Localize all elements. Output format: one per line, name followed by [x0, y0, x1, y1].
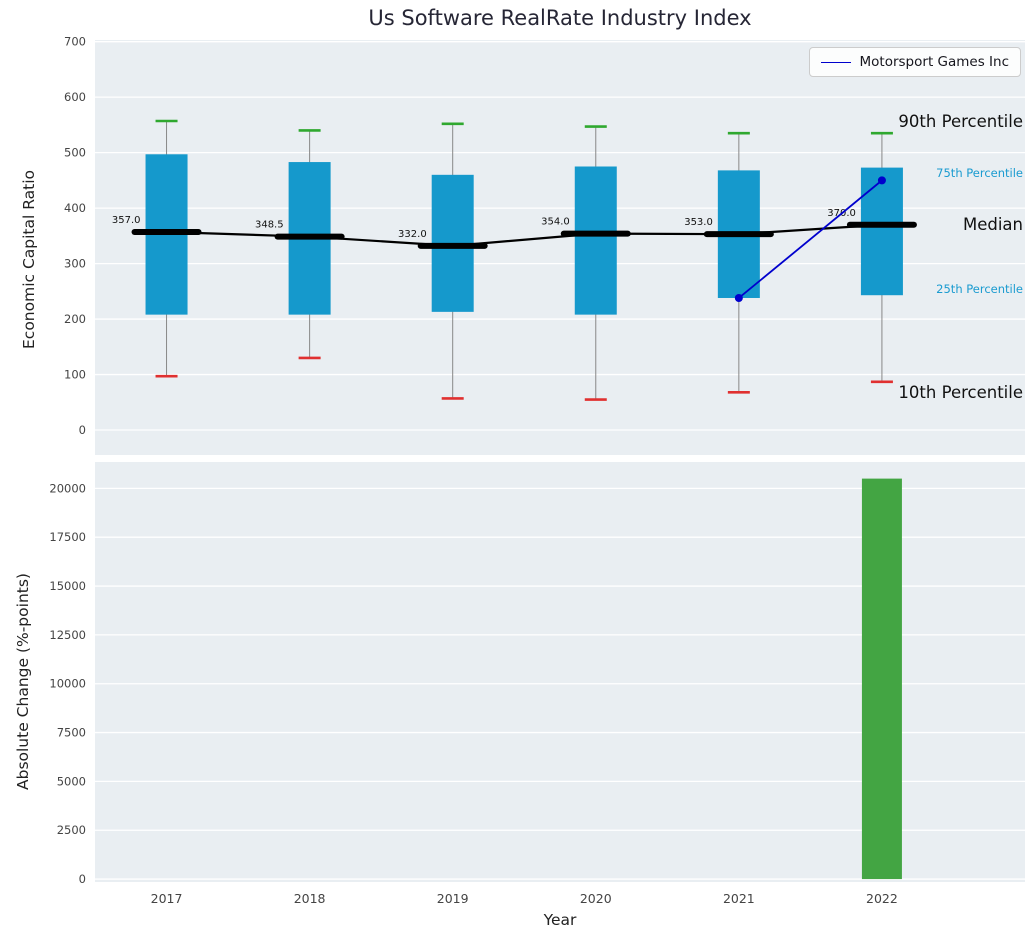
bar-2022 — [861, 478, 902, 880]
iqr-box — [860, 167, 903, 296]
y-tick-label: 100 — [64, 368, 86, 382]
legend: Motorsport Games Inc — [808, 47, 1021, 77]
annotation-90th-percentile: 90th Percentile — [898, 112, 1023, 131]
bottom-y-axis-label: Absolute Change (%-points) — [14, 573, 32, 790]
box-group-2020 — [574, 125, 617, 401]
chart-title: Us Software RealRate Industry Index — [368, 6, 752, 30]
x-tick-label: 2019 — [437, 891, 469, 906]
y-tick-label: 5000 — [57, 774, 86, 788]
x-tick-label: 2021 — [723, 891, 755, 906]
top-plot: 0 100 200 300 400 500 600 700 357.0 348.5 332.0 354… — [64, 35, 1025, 455]
annotation-25th-percentile: 25th Percentile — [936, 282, 1023, 296]
x-tick-label: 2018 — [294, 891, 326, 906]
company-line — [738, 179, 883, 299]
median-value-label: 353.0 — [684, 217, 713, 228]
annotation-10th-percentile: 10th Percentile — [898, 383, 1023, 402]
y-tick-label: 400 — [64, 201, 86, 215]
company-point — [734, 293, 743, 302]
bottom-plot: 0 2500 5000 7500 10000 12500 15000 17500 20000 20… — [49, 462, 1025, 906]
y-tick-label: 10000 — [49, 677, 86, 691]
annotation-median: Median — [962, 215, 1023, 234]
median-value-label: 354.0 — [541, 217, 570, 228]
median-value-label: 332.0 — [398, 229, 427, 240]
iqr-box — [574, 166, 617, 315]
top-y-axis-label: Economic Capital Ratio — [20, 169, 38, 349]
y-tick-label: 700 — [64, 35, 86, 49]
annotation-75th-percentile: 75th Percentile — [936, 166, 1023, 180]
legend-label: Motorsport Games Inc — [859, 54, 1009, 70]
y-tick-label: 7500 — [57, 726, 86, 740]
y-tick-label: 300 — [64, 257, 86, 271]
median-value-label: 357.0 — [112, 215, 141, 226]
company-point — [877, 176, 886, 185]
y-tick-label: 200 — [64, 312, 86, 326]
y-tick-label: 20000 — [49, 481, 86, 495]
median-value-label: 348.5 — [255, 220, 284, 231]
y-tick-label: 600 — [64, 90, 86, 104]
y-tick-label: 500 — [64, 146, 86, 160]
x-tick-label: 2022 — [866, 891, 898, 906]
x-tick-label: 2017 — [151, 891, 183, 906]
y-tick-label: 2500 — [57, 823, 86, 837]
box-group-2022 — [860, 131, 903, 384]
legend-line-swatch — [820, 61, 851, 63]
y-tick-label: 17500 — [49, 530, 86, 544]
x-tick-label: 2020 — [580, 891, 612, 906]
x-axis-label: Year — [543, 911, 577, 929]
y-tick-label: 12500 — [49, 628, 86, 642]
y-tick-label: 0 — [79, 423, 86, 437]
y-tick-label: 15000 — [49, 579, 86, 593]
y-tick-label: 0 — [79, 872, 86, 886]
